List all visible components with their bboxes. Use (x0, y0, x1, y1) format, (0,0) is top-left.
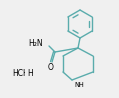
Text: O: O (48, 63, 54, 72)
Text: H₂N: H₂N (28, 39, 43, 48)
Text: H: H (27, 69, 33, 78)
Text: ·: · (22, 68, 25, 78)
Text: NH: NH (74, 82, 84, 88)
Text: HCl: HCl (12, 69, 25, 78)
